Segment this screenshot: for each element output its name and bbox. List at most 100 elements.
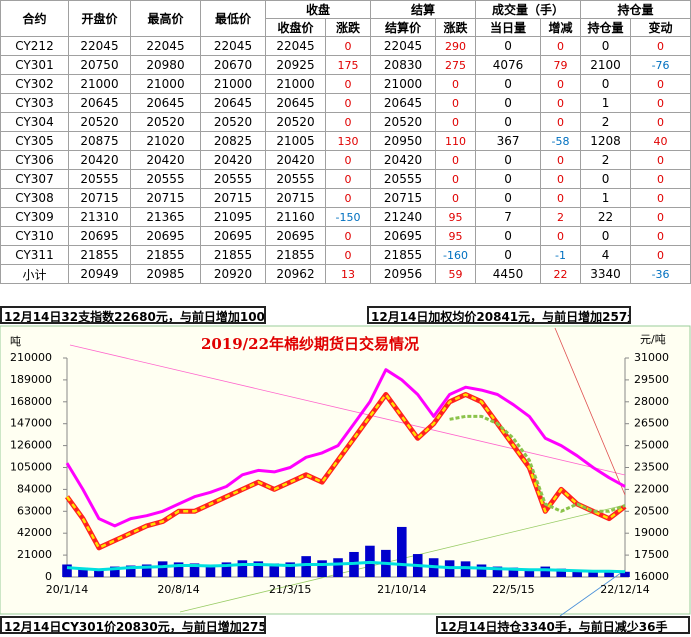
cell: 4076 <box>475 55 542 75</box>
cell: 22045 <box>265 36 326 56</box>
y-tick-label: 126000 <box>10 439 52 452</box>
chart-title: 2019/22年棉纱期货日交易情况 <box>201 335 419 353</box>
volume-bar <box>540 566 551 577</box>
pointer-line <box>554 327 626 496</box>
cell: 130 <box>324 131 372 151</box>
y2-tick-label: 23500 <box>634 461 669 474</box>
y2-tick-label: 17500 <box>634 548 669 561</box>
cell: 21240 <box>370 207 437 227</box>
chart-background <box>0 325 691 615</box>
cell: 275 <box>435 55 477 75</box>
cell: 小计 <box>0 264 69 284</box>
volume-bar <box>524 568 535 577</box>
volume-bar <box>556 568 567 577</box>
cell: 20695 <box>370 226 437 246</box>
cell: 20645 <box>68 93 131 113</box>
row: CY308 20715 20715 20715 20715 0 20715 0 0 0 1 0 <box>0 188 691 208</box>
y2-tick-label: 26500 <box>634 417 669 430</box>
volume-bar <box>237 560 248 577</box>
cell: 20715 <box>265 188 326 208</box>
y2-tick-label: 16000 <box>634 570 669 583</box>
volume-bar <box>173 562 184 577</box>
header-cell: 涨跌 <box>435 18 477 37</box>
volume-bar <box>604 570 614 577</box>
y2-tick-label: 28000 <box>634 395 669 408</box>
volume-bar <box>221 562 232 577</box>
volume-bar <box>125 565 136 577</box>
cell: 0 <box>324 245 372 265</box>
cell: 20962 <box>265 264 326 284</box>
row: CY305 20875 21020 20825 21005 130 20950 110 367-… <box>0 131 691 151</box>
volume-bar <box>476 564 487 577</box>
cell: 20715 <box>130 188 201 208</box>
cell: -76 <box>630 55 691 75</box>
annotation: 12月14日加权均价20841元，与前日增加257元 <box>367 306 631 324</box>
y-tick-label: 189000 <box>10 373 52 386</box>
x-tick-label: 22/5/15 <box>492 583 534 596</box>
volume-bar <box>285 562 295 577</box>
cell: 20949 <box>68 264 131 284</box>
row: CY301 20750 20980 20670 20925 175 20830 275 4076… <box>0 55 691 75</box>
cell: 59 <box>435 264 477 284</box>
volume-bar <box>94 568 104 577</box>
volume-bar <box>253 561 264 577</box>
header-cell: 结算价 <box>370 18 437 37</box>
cell: 2100 <box>580 55 632 75</box>
cell: CY309 <box>0 207 69 227</box>
volume-bar <box>588 570 598 577</box>
annotation: 12月14日32支指数22680元，与前日增加100元 <box>0 306 266 324</box>
cell: 21855 <box>130 245 201 265</box>
pointer-line <box>559 569 626 617</box>
cell: 20520 <box>370 112 437 132</box>
cell: 20950 <box>370 131 437 151</box>
cell: 22 <box>540 264 582 284</box>
series-line <box>66 560 626 574</box>
cell: CY306 <box>0 150 69 170</box>
volume-bar <box>205 564 216 577</box>
header-cell: 持仓量 <box>580 18 632 37</box>
row: CY307 20555 20555 20555 20555 0 20555 0 0 0 0 0 <box>0 169 691 189</box>
y2-tick-label: 22000 <box>634 482 669 495</box>
cell: 22045 <box>130 36 201 56</box>
cell: 21000 <box>370 74 437 94</box>
cell: 40 <box>630 131 691 151</box>
volume-bar <box>508 567 519 577</box>
cell: 20825 <box>200 131 266 151</box>
header-cell: 成交量（手） <box>475 0 582 19</box>
header-cell: 变动 <box>630 18 691 37</box>
series-line <box>65 393 626 550</box>
volume-bar <box>301 556 311 577</box>
volume-bar <box>78 567 88 577</box>
x-tick-label: 21/10/14 <box>377 583 426 596</box>
header-cell: 最低价 <box>200 0 266 37</box>
y-tick-label: 147000 <box>10 417 52 430</box>
cell: CY212 <box>0 36 69 56</box>
row: CY304 20520 20520 20520 20520 0 20520 0 0 0 2 0 <box>0 112 691 132</box>
cell: 20980 <box>130 55 201 75</box>
header-cell: 合约 <box>0 0 69 37</box>
cell: 20555 <box>130 169 201 189</box>
y2-tick-label: 20500 <box>634 504 669 517</box>
series-line <box>449 414 626 513</box>
y2-tick-label: 29500 <box>634 373 669 386</box>
volume-bar <box>62 564 72 577</box>
header-row: 收盘价 涨跌 结算价 涨跌 当日量 增减 持仓量 变动 <box>1 18 691 37</box>
volume-bar <box>269 563 280 577</box>
cell: CY307 <box>0 169 69 189</box>
cell: 20420 <box>370 150 437 170</box>
y-tick-label: 210000 <box>10 351 52 364</box>
volume-bar <box>620 571 630 577</box>
volume-bar <box>492 566 503 577</box>
volume-bar <box>397 526 407 577</box>
y-tick-label: 105000 <box>10 461 52 474</box>
cell: 13 <box>324 264 372 284</box>
cell: 20920 <box>200 264 266 284</box>
cell: -36 <box>630 264 691 284</box>
cell: 20520 <box>265 112 326 132</box>
y-tick-label: 168000 <box>10 395 52 408</box>
cell: 0 <box>435 93 477 113</box>
cell: 20520 <box>68 112 131 132</box>
annotation: 12月14日CY301价20830元，与前日增加275元 <box>0 616 266 634</box>
y-tick-label: 63000 <box>17 504 52 517</box>
